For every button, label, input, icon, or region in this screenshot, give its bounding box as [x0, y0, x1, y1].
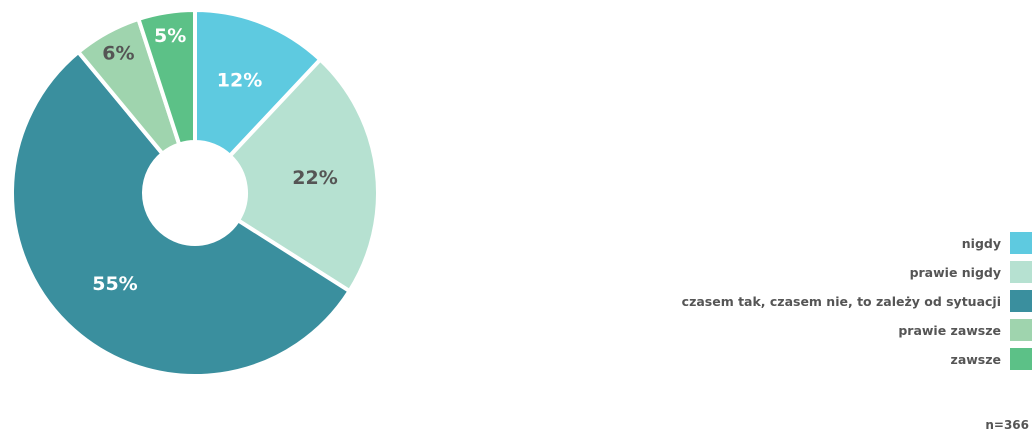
- legend-label: prawie zawsze: [898, 322, 1001, 338]
- slice-label-4: 6%: [102, 43, 134, 65]
- slice-5: [135, 7, 197, 148]
- slice-label-5: 5%: [154, 25, 186, 47]
- legend-swatch: [1010, 348, 1032, 370]
- legend-item: prawie zawsze: [682, 319, 1032, 341]
- slice-2: [227, 56, 380, 294]
- legend-swatch: [1010, 319, 1032, 341]
- legend-item: zawsze: [682, 348, 1032, 370]
- legend-item: nigdy: [682, 232, 1032, 254]
- legend-label: nigdy: [961, 235, 1001, 251]
- slice-3: [10, 49, 353, 378]
- legend-label: prawie nigdy: [909, 264, 1001, 280]
- donut-chart: 12% 22% 55% 6% 5%: [10, 7, 380, 378]
- legend-item: prawie nigdy: [682, 261, 1032, 283]
- slice-label-3: 55%: [92, 273, 137, 295]
- slice-1: [193, 7, 324, 159]
- sample-size-note: n=366: [985, 418, 1029, 432]
- legend-swatch: [1010, 261, 1032, 283]
- legend-swatch: [1010, 232, 1032, 254]
- legend-item: czasem tak, czasem nie, to zależy od syt…: [682, 290, 1032, 312]
- slice-label-1: 12%: [217, 69, 262, 91]
- legend-label: zawsze: [950, 351, 1001, 367]
- chart-legend: nigdy prawie nigdy czasem tak, czasem nie,…: [682, 232, 1032, 377]
- legend-label: czasem tak, czasem nie, to zależy od syt…: [681, 293, 1001, 309]
- slice-label-2: 22%: [292, 167, 337, 189]
- legend-swatch: [1010, 290, 1032, 312]
